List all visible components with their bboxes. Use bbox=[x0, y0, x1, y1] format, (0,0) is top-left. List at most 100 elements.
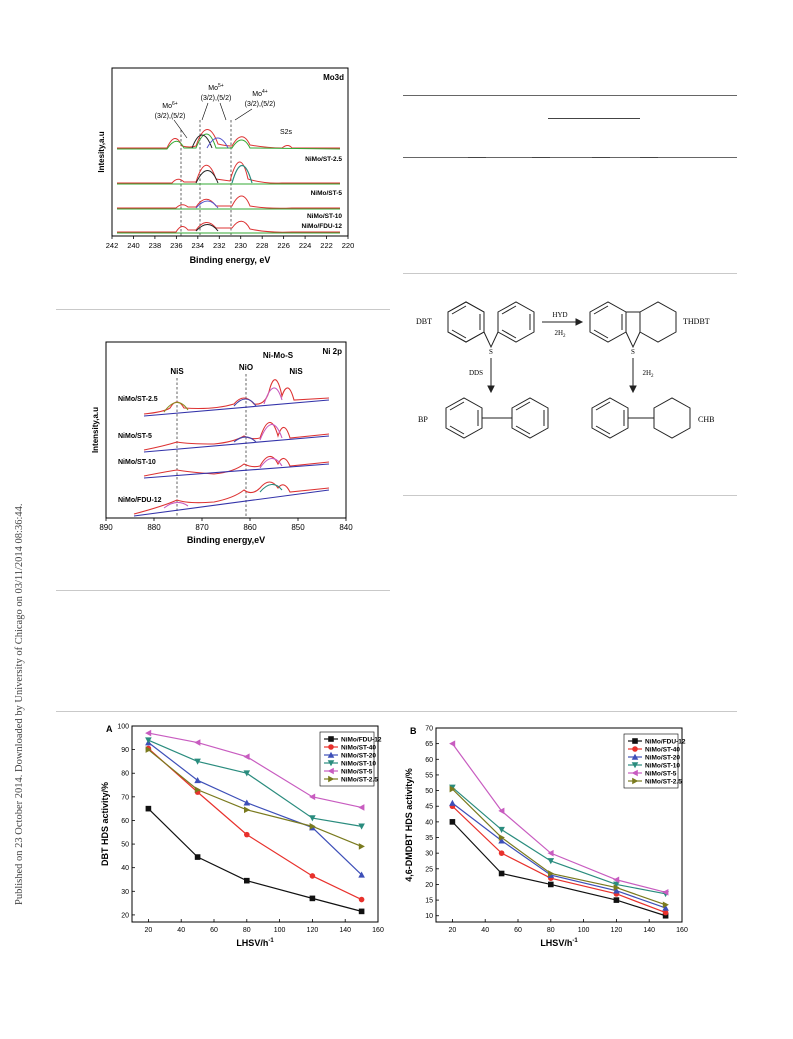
legend-entry: NiMo/ST-20 bbox=[645, 754, 680, 761]
s2s-label: S2s bbox=[280, 129, 293, 136]
mo3d-xtick-label: 236 bbox=[170, 241, 183, 250]
data-point bbox=[309, 815, 316, 822]
ni2p-peak-nimos: Ni-Mo-S bbox=[263, 351, 294, 360]
data-point bbox=[358, 871, 365, 878]
legend-entry: NiMo/FDU-12 bbox=[341, 736, 382, 743]
y-axis-label: 4,6-DMDBT HDS activity/% bbox=[404, 768, 414, 882]
mo3d-name-st10: NiMo/ST-10 bbox=[307, 213, 342, 220]
panel-label: A bbox=[106, 724, 113, 734]
hyd-label: HYD bbox=[552, 311, 567, 319]
ytick-label: 65 bbox=[425, 741, 433, 748]
data-point bbox=[244, 831, 250, 838]
legend-entry: NiMo/ST-5 bbox=[341, 768, 373, 775]
mo3d-curve-names: NiMo/ST-2.5 NiMo/ST-5 NiMo/ST-10 NiMo/FD… bbox=[302, 156, 343, 230]
chart-dbt-activity: A 20 30 40 50 60 70 80 90 100 20 40 60 80 100 120 140 160… bbox=[100, 724, 384, 949]
data-point bbox=[243, 753, 250, 760]
mo6-label: Mo6+ bbox=[162, 101, 178, 110]
xtick-label: 160 bbox=[372, 927, 384, 934]
data-point bbox=[613, 887, 620, 894]
legend-swatch-marker bbox=[328, 775, 335, 783]
mo3d-xtick-label: 228 bbox=[256, 241, 269, 250]
dbt-label: DBT bbox=[416, 317, 432, 326]
data-point bbox=[194, 786, 201, 794]
ytick-label: 20 bbox=[121, 912, 129, 919]
data-point bbox=[498, 850, 505, 856]
ytick-label: 60 bbox=[121, 818, 129, 825]
ni2p-curve-st10 bbox=[143, 455, 330, 479]
rule-right-4 bbox=[403, 495, 737, 496]
xtick-label: 80 bbox=[547, 927, 555, 934]
hyd2-arrow bbox=[629, 358, 637, 394]
rule-left-1 bbox=[56, 309, 390, 310]
mo3d-name-st25: NiMo/ST-2.5 bbox=[305, 156, 342, 163]
legend: NiMo/FDU-12NiMo/ST-40NiMo/ST-20NiMo/ST-1… bbox=[623, 733, 686, 789]
ytick-label: 55 bbox=[425, 772, 433, 779]
ytick-label: 70 bbox=[121, 794, 129, 801]
data-point bbox=[358, 896, 365, 903]
ytick-label: 15 bbox=[425, 898, 433, 905]
data-point bbox=[613, 876, 620, 884]
ytick-label: 100 bbox=[117, 724, 129, 731]
ytick-label: 35 bbox=[425, 835, 433, 842]
xtick-label: 140 bbox=[643, 927, 655, 934]
bp-label: BP bbox=[418, 415, 428, 424]
series-NiMo/ST-20 bbox=[145, 739, 365, 878]
mo3d-xtick-label: 242 bbox=[106, 241, 119, 250]
mo3d-xlabel: Binding energy, eV bbox=[190, 255, 271, 265]
ytick-label: 70 bbox=[425, 726, 433, 733]
mo3d-xtick-label: 238 bbox=[149, 241, 162, 250]
ni2p-xtick-label: 880 bbox=[147, 523, 161, 532]
ni2p-xticks: 890 880 870 860 850 840 bbox=[99, 518, 353, 532]
series-NiMo/ST-2.5 bbox=[145, 746, 365, 850]
xtick-label: 100 bbox=[274, 927, 286, 934]
mo3d-name-fdu12: NiMo/FDU-12 bbox=[302, 223, 343, 230]
data-point bbox=[449, 799, 456, 806]
thdbt-label: THDBT bbox=[683, 317, 710, 326]
ytick-label: 50 bbox=[121, 842, 129, 849]
series-NiMo/ST-5 bbox=[145, 729, 365, 811]
ytick-label: 80 bbox=[121, 771, 129, 778]
data-point bbox=[145, 805, 152, 812]
data-point bbox=[358, 804, 365, 811]
legend-entry: NiMo/ST-10 bbox=[645, 762, 680, 769]
table-stubs bbox=[468, 156, 668, 159]
xtick-label: 40 bbox=[177, 927, 185, 934]
side-note-text: Published on 23 October 2014. Downloaded… bbox=[14, 503, 25, 906]
hyd-arrow bbox=[542, 318, 584, 326]
data-point bbox=[498, 870, 505, 877]
data-point bbox=[194, 777, 201, 784]
ytick-label: 10 bbox=[425, 913, 433, 920]
series-NiMo/ST-5 bbox=[449, 740, 669, 896]
series-NiMo/ST-2.5 bbox=[449, 785, 669, 909]
data-point bbox=[662, 904, 669, 911]
ni2p-xtick-label: 870 bbox=[195, 523, 209, 532]
data-point bbox=[449, 785, 456, 793]
ytick-label: 45 bbox=[425, 804, 433, 811]
dbt-molecule bbox=[447, 301, 535, 349]
data-point bbox=[243, 770, 251, 777]
ytick-label: 25 bbox=[425, 866, 433, 873]
xtick-label: 80 bbox=[243, 927, 251, 934]
legend-swatch-marker bbox=[631, 753, 639, 760]
ni2p-xtick-label: 850 bbox=[291, 523, 305, 532]
y-axis-label: DBT HDS activity/% bbox=[100, 782, 110, 866]
ni2p-curve-st5 bbox=[143, 421, 330, 453]
data-point bbox=[309, 873, 316, 879]
legend-entry: NiMo/ST-5 bbox=[645, 770, 677, 777]
ni2p-plot-frame bbox=[105, 341, 347, 519]
legend-entry: NiMo/ST-2.5 bbox=[645, 778, 682, 785]
ni2p-peak-nis-right: NiS bbox=[289, 367, 303, 376]
legend-entry: NiMo/ST-40 bbox=[645, 746, 680, 753]
data-point bbox=[358, 908, 365, 915]
series-NiMo/FDU-12 bbox=[449, 819, 669, 919]
ni2p-name-st10: NiMo/ST-10 bbox=[118, 459, 156, 466]
mo3d-xtick-label: 224 bbox=[299, 241, 312, 250]
legend-entry: NiMo/FDU-12 bbox=[645, 738, 686, 745]
legend-swatch-marker bbox=[632, 738, 638, 744]
xtick-label: 120 bbox=[611, 927, 623, 934]
ni2p-peak-nis-left: NiS bbox=[170, 367, 184, 376]
xtick-label: 60 bbox=[210, 927, 218, 934]
data-point bbox=[145, 746, 152, 753]
mo3d-xtick-label: 226 bbox=[277, 241, 290, 250]
xtick-label: 160 bbox=[676, 927, 688, 934]
